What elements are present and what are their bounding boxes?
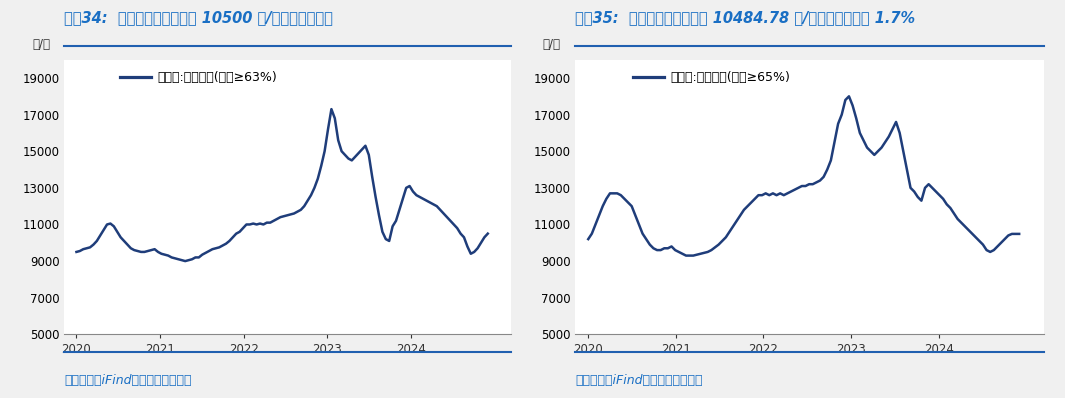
Text: 图蚈34:  本周国产鱼粉现货价 10500 元/吨，较上周持平: 图蚈34: 本周国产鱼粉现货价 10500 元/吨，较上周持平 <box>64 10 332 25</box>
Text: 元/吨: 元/吨 <box>542 39 560 51</box>
Text: 元/吨: 元/吨 <box>33 39 51 51</box>
Text: 图蚈35:  本周进口鱼粉现货价 10484.78 元/吨，较上周下跌 1.7%: 图蚈35: 本周进口鱼粉现货价 10484.78 元/吨，较上周下跌 1.7% <box>575 10 915 25</box>
Legend: 现货价:进口鱼粉(蛋白≥65%): 现货价:进口鱼粉(蛋白≥65%) <box>628 66 796 89</box>
Text: 资料来源：iFind，国盛证券研究所: 资料来源：iFind，国盛证券研究所 <box>575 374 703 386</box>
Text: 资料来源：iFind，国盛证券研究所: 资料来源：iFind，国盛证券研究所 <box>64 374 192 386</box>
Legend: 现货价:国产鱼粉(蛋白≥63%): 现货价:国产鱼粉(蛋白≥63%) <box>115 66 282 89</box>
